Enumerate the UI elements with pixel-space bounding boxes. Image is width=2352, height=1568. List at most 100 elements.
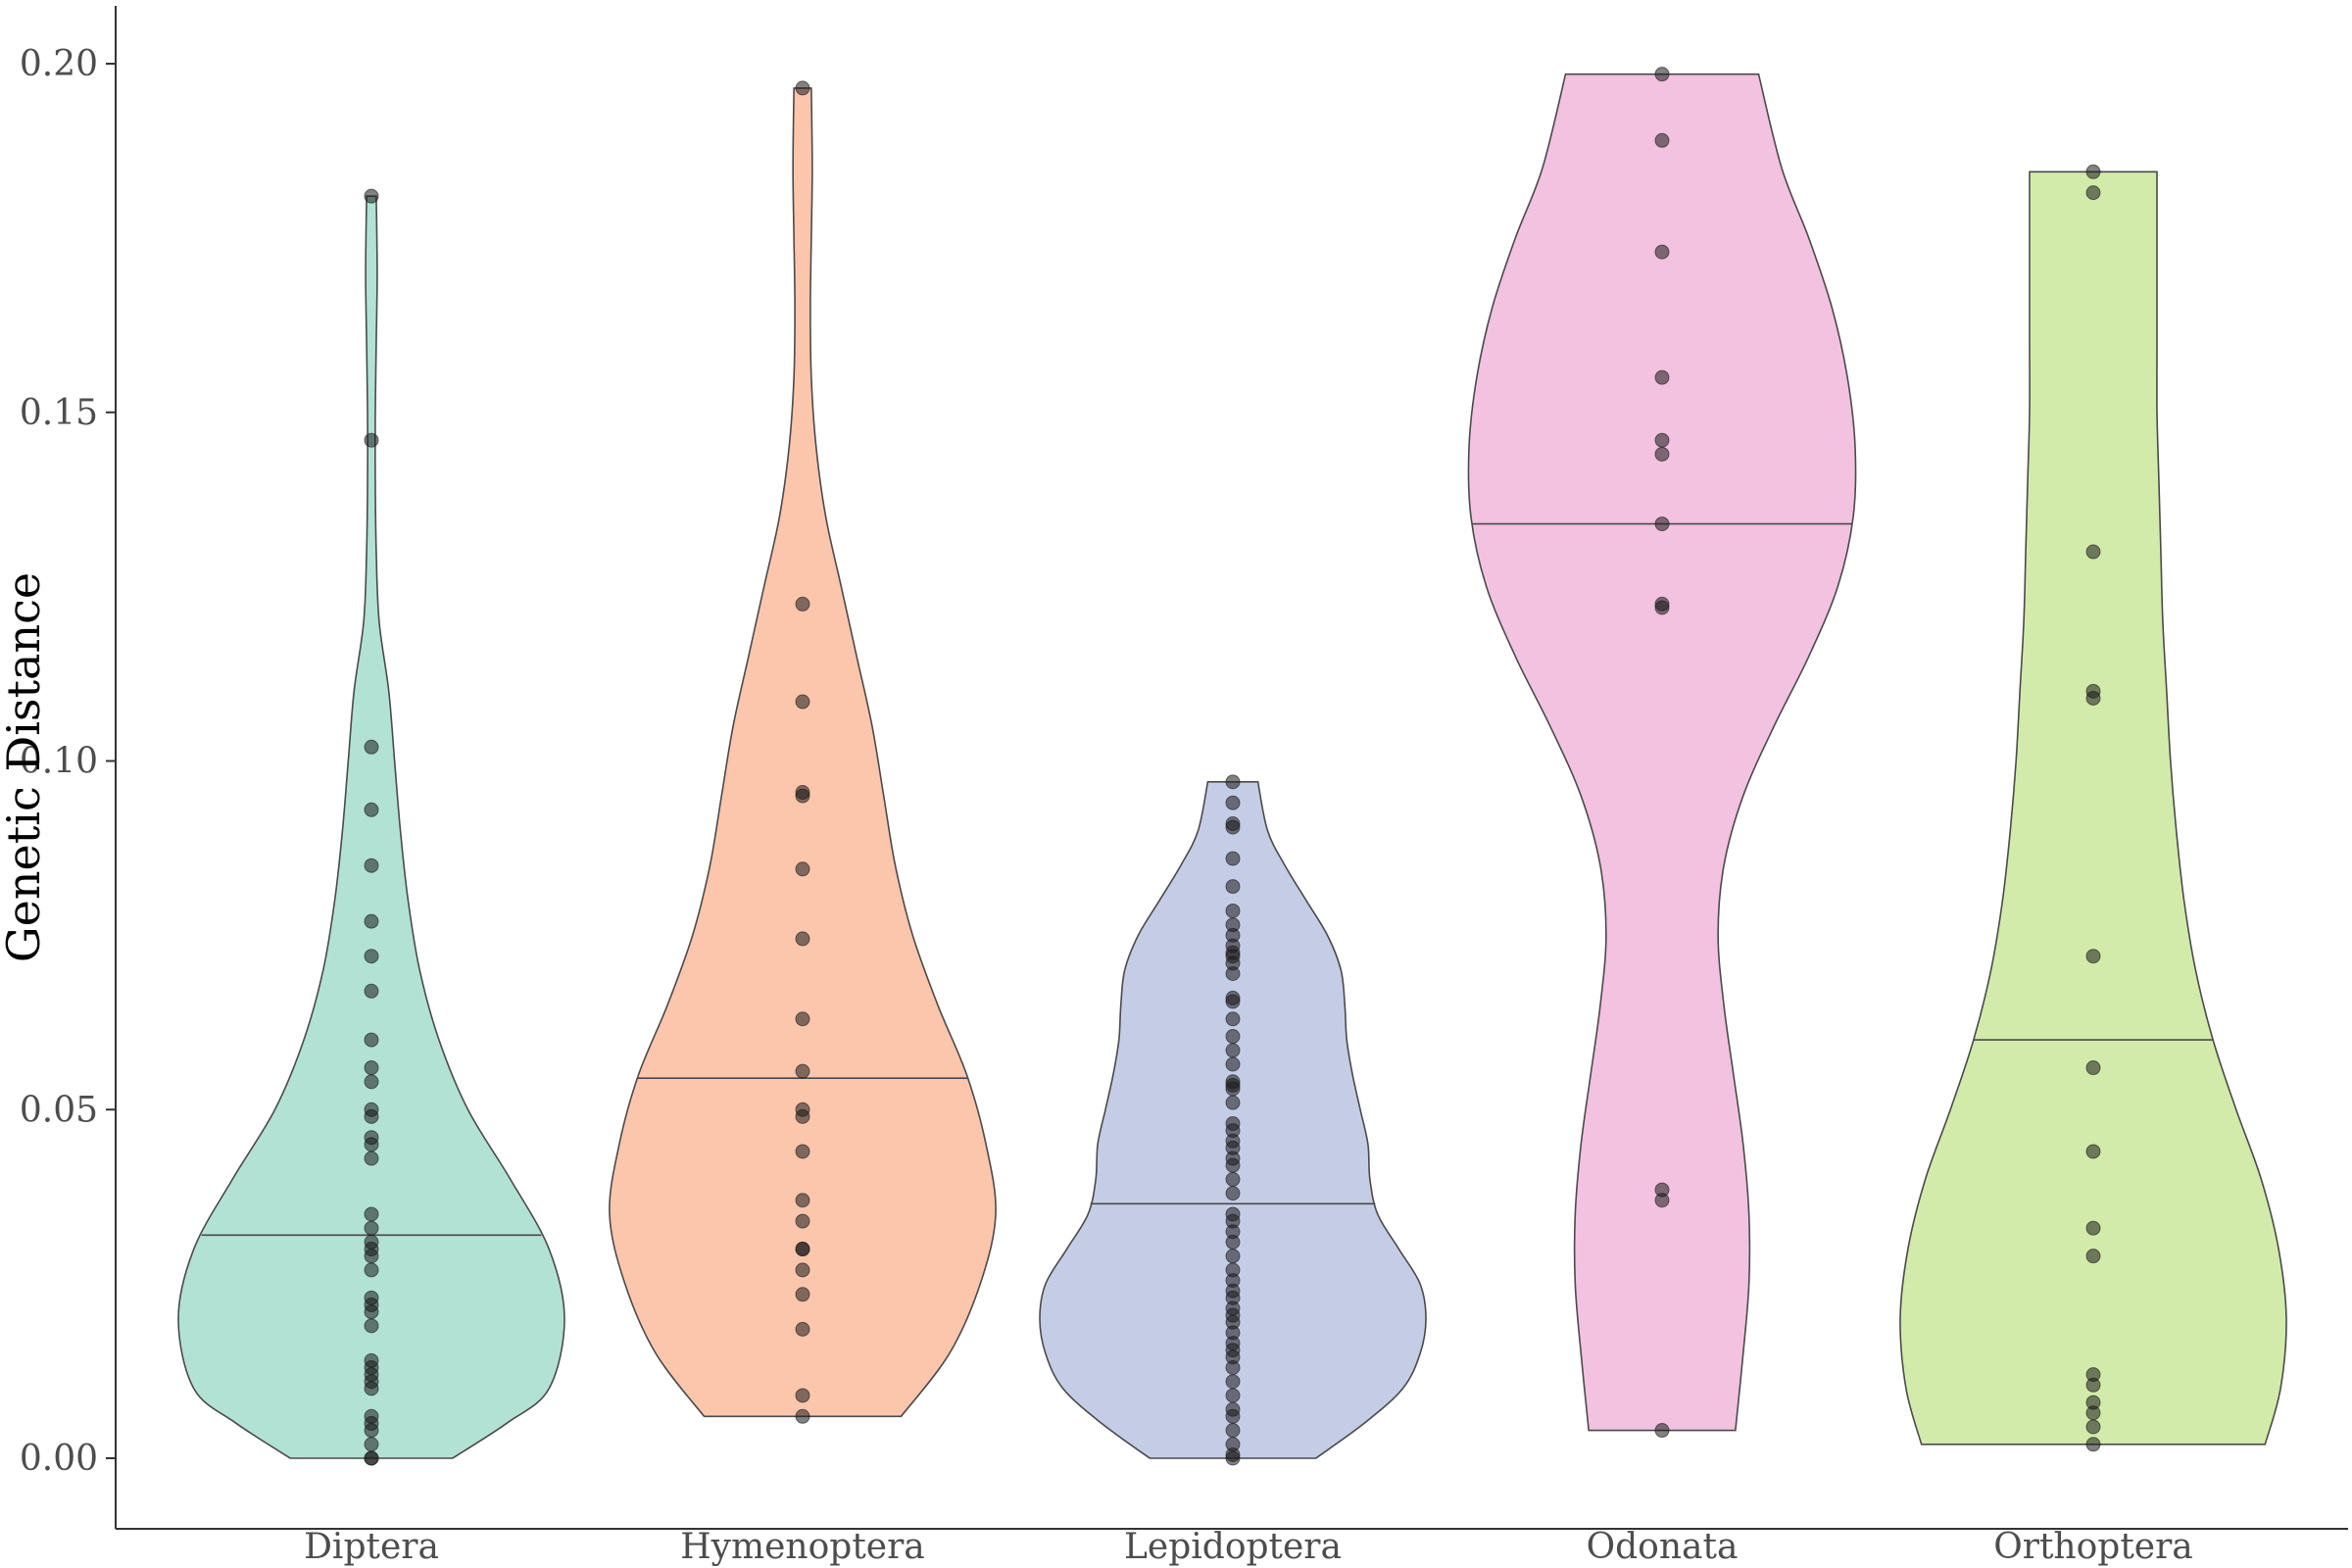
data-point: [1654, 1193, 1670, 1208]
data-point: [364, 1060, 379, 1076]
data-point: [1225, 774, 1241, 790]
y-tick-label: 0.05: [20, 1090, 98, 1130]
data-point: [364, 1423, 379, 1439]
data-point: [364, 1108, 379, 1124]
data-point: [364, 1450, 379, 1466]
data-point: [795, 1321, 810, 1337]
data-point: [1225, 1374, 1241, 1390]
axes: [115, 6, 2348, 1530]
y-tick-label: 0.10: [20, 742, 98, 782]
data-point: [1654, 369, 1670, 385]
x-tick-label: Lepidoptera: [1124, 1527, 1342, 1567]
data-point: [364, 802, 379, 817]
data-point: [1225, 819, 1241, 835]
data-point: [795, 1287, 810, 1302]
data-point: [2085, 1377, 2101, 1393]
data-point: [2085, 690, 2101, 706]
data-point: [1225, 1234, 1241, 1250]
x-tick-label: Hymenoptera: [680, 1527, 925, 1567]
data-point: [1225, 1360, 1241, 1376]
data-point: [2085, 1437, 2101, 1452]
data-point: [364, 1318, 379, 1334]
data-point: [364, 1206, 379, 1222]
data-point: [364, 949, 379, 964]
y-tick-label: 0.20: [20, 44, 98, 84]
data-point: [795, 861, 810, 877]
data-point: [1225, 1388, 1241, 1403]
data-point: [1654, 1423, 1670, 1439]
y-tick-label: 0.00: [20, 1439, 98, 1479]
data-point: [1654, 67, 1670, 82]
x-tick-label: Odonata: [1587, 1527, 1739, 1567]
y-ticks: 0.00 0.05 0.10 0.15 0.20: [20, 44, 116, 1479]
data-point: [2085, 1405, 2101, 1421]
data-point: [795, 80, 810, 96]
y-tick-label: 0.15: [20, 393, 98, 433]
data-point: [364, 739, 379, 755]
data-point: [795, 931, 810, 947]
data-point: [1225, 1157, 1241, 1173]
data-point: [795, 1011, 810, 1027]
data-point: [1225, 1249, 1241, 1264]
data-point: [2085, 185, 2101, 201]
violin-hymenoptera: [609, 87, 997, 1418]
data-point: [2085, 544, 2101, 560]
x-tick-label: Orthoptera: [1993, 1527, 2193, 1567]
data-point: [2085, 949, 2101, 964]
data-point: [364, 1220, 379, 1236]
data-point: [1225, 1043, 1241, 1058]
data-point: [795, 1063, 810, 1079]
data-point: [2085, 1419, 2101, 1435]
data-point: [1225, 1171, 1241, 1187]
violin-orthoptera: [1899, 171, 2287, 1446]
data-point: [364, 913, 379, 929]
x-tick-label: Diptera: [304, 1527, 439, 1567]
data-point: [364, 1437, 379, 1452]
data-point: [1225, 1029, 1241, 1045]
data-point: [795, 1262, 810, 1278]
data-point: [364, 1151, 379, 1166]
data-point: [364, 858, 379, 873]
data-point: [364, 1262, 379, 1278]
violin-odonata: [1467, 73, 1857, 1432]
data-point: [1225, 1081, 1241, 1097]
data-point: [1225, 879, 1241, 895]
data-point: [1225, 1056, 1241, 1072]
data-point: [2085, 1060, 2101, 1076]
data-point: [1225, 851, 1241, 866]
data-point: [1654, 516, 1670, 532]
data-point: [1654, 132, 1670, 148]
data-point: [364, 983, 379, 999]
data-point: [364, 1074, 379, 1090]
data-point: [1654, 244, 1670, 260]
data-point: [2085, 164, 2101, 179]
data-point: [1225, 994, 1241, 1009]
data-point: [1654, 432, 1670, 448]
data-point: [2085, 1249, 2101, 1264]
data-point: [1225, 795, 1241, 810]
data-point: [795, 1213, 810, 1229]
data-point: [1225, 903, 1241, 918]
data-point: [795, 1388, 810, 1403]
data-point: [795, 1144, 810, 1159]
data-point: [795, 1408, 810, 1424]
data-point: [1654, 600, 1670, 615]
data-point: [2085, 1220, 2101, 1236]
data-point: [1225, 1186, 1241, 1201]
data-point: [2085, 1144, 2101, 1159]
data-point: [1225, 1095, 1241, 1110]
data-point: [795, 1108, 810, 1124]
data-point: [795, 596, 810, 612]
data-point: [1225, 1423, 1241, 1439]
data-point: [1225, 1011, 1241, 1027]
data-point: [364, 1137, 379, 1152]
data-point: [364, 188, 379, 204]
data-point: [364, 1249, 379, 1264]
data-point: [364, 1304, 379, 1320]
data-point: [1225, 1450, 1241, 1466]
data-point: [364, 1032, 379, 1048]
data-point: [364, 432, 379, 448]
data-point: [795, 788, 810, 804]
data-point: [1225, 966, 1241, 982]
